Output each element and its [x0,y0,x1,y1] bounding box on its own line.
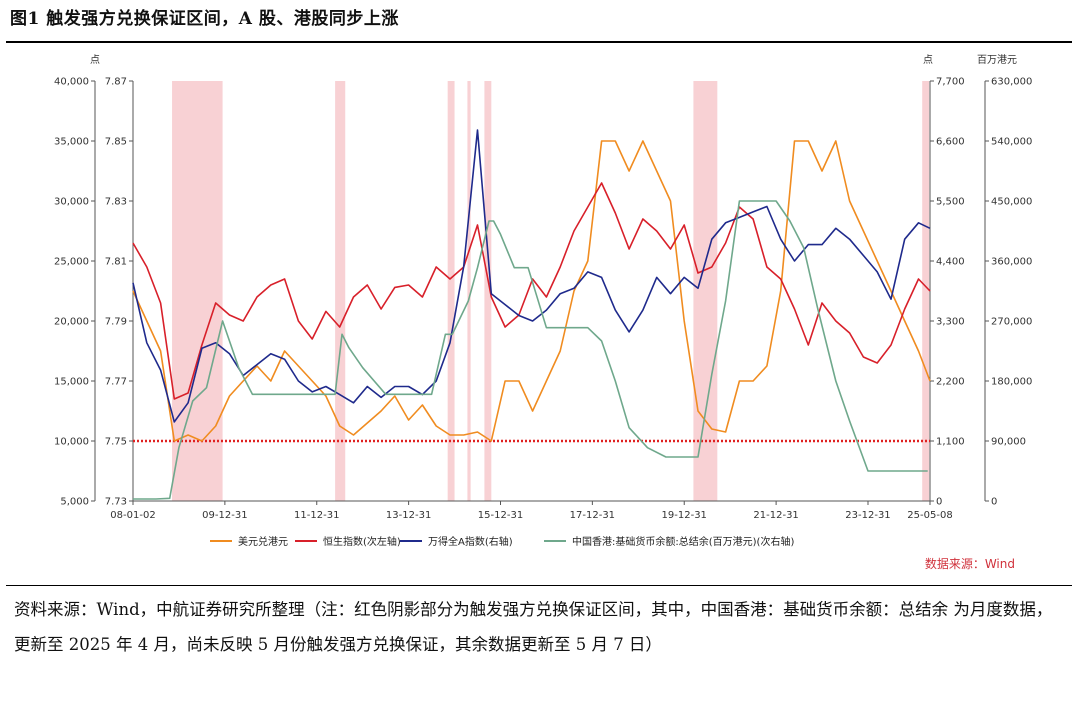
right_inner-tick-label: 6,600 [936,137,965,148]
series-lines [132,129,931,500]
source-label: 数据来源：Wind [925,556,1015,571]
top-rule [6,41,1072,43]
bottom-rule [6,585,1072,586]
x-tick-label: 25-05-08 [907,510,952,521]
legend-entry: 美元兑港元 [238,535,288,548]
shaded-period [922,81,930,501]
legend-entry: 中国香港:基础货币余额:总结余(百万港元)(次右轴) [572,535,794,548]
shaded-period [467,81,471,501]
source-note: 资料来源：Wind，中航证券研究所整理（注：红色阴影部分为触发强方兑换保证区间，… [14,600,1053,654]
shaded-periods [172,81,930,501]
right_inner-tick-label: 3,300 [936,317,965,328]
left_inner-tick-label: 7.77 [105,377,127,388]
right_inner-tick-label: 7,700 [936,77,965,88]
legend: 美元兑港元 恒生指数(次左轴) 万得全A指数(右轴) 中国香港:基础货币余额:总结余(… [210,535,794,548]
shaded-period [484,81,492,501]
left_inner-tick-label: 7.87 [105,77,127,88]
right_outer-tick-label: 90,000 [991,437,1026,448]
left_inner-tick-label: 7.79 [105,317,127,328]
x-tick-label: 13-12-31 [386,510,431,521]
figure-title: 图1 触发强方兑换保证区间，A 股、港股同步上涨 [10,9,399,29]
left_outer-tick-label: 25,000 [54,257,89,268]
x-tick-label: 11-12-31 [294,510,339,521]
x-tick-label: 17-12-31 [570,510,615,521]
right_outer-tick-label: 630,000 [991,77,1032,88]
left_outer-tick-label: 20,000 [54,317,89,328]
left_outer-unit-label: 点 [90,54,100,66]
x-tick-label: 21-12-31 [753,510,798,521]
left_outer-tick-label: 30,000 [54,197,89,208]
right_outer-unit-label: 百万港元 [977,54,1017,66]
axes: 40,000 35,000 30,000 25,000 20,000 15,000 10,0… [54,54,1032,521]
left_outer-tick-label: 10,000 [54,437,89,448]
x-tick-label: 08-01-02 [110,510,155,521]
left_inner-tick-label: 7.73 [105,497,127,508]
series-line-1 [132,182,931,400]
legend-entry: 万得全A指数(右轴) [428,535,513,548]
series-line-2 [132,129,931,423]
left_inner-tick-label: 7.75 [105,437,127,448]
right_inner-unit-label: 点 [923,54,933,66]
right_outer-tick-label: 0 [991,497,997,508]
shaded-period [172,81,223,501]
left_inner-tick-label: 7.83 [105,197,127,208]
x-tick-label: 09-12-31 [202,510,247,521]
shaded-period [335,81,346,501]
series-line-0 [132,140,931,442]
left_outer-tick-label: 5,000 [60,497,89,508]
right_inner-tick-label: 4,400 [936,257,965,268]
right_outer-tick-label: 360,000 [991,257,1032,268]
left_outer-tick-label: 35,000 [54,137,89,148]
right_inner-tick-label: 5,500 [936,197,965,208]
left_inner-tick-label: 7.81 [105,257,127,268]
right_inner-tick-label: 1,100 [936,437,965,448]
shaded-period [447,81,455,501]
x-tick-label: 23-12-31 [845,510,890,521]
legend-entry: 恒生指数(次左轴) [323,535,401,548]
right_outer-tick-label: 450,000 [991,197,1032,208]
left_outer-tick-label: 40,000 [54,77,89,88]
right_inner-tick-label: 2,200 [936,377,965,388]
right_outer-tick-label: 540,000 [991,137,1032,148]
x-tick-label: 15-12-31 [478,510,523,521]
left_outer-tick-label: 15,000 [54,377,89,388]
right_outer-tick-label: 180,000 [991,377,1032,388]
shaded-period [693,81,718,501]
left_inner-tick-label: 7.85 [105,137,127,148]
series-line-3 [133,200,928,500]
x-tick-label: 19-12-31 [662,510,707,521]
chart-svg: 40,000 35,000 30,000 25,000 20,000 15,000 10,0… [54,54,1032,571]
right_inner-tick-label: 0 [936,497,942,508]
right_outer-tick-label: 270,000 [991,317,1032,328]
